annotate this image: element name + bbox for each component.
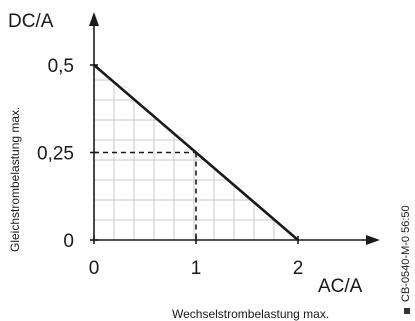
guide-layer: [94, 151, 197, 240]
y-tick-label: 0,5: [48, 56, 74, 77]
y-tick-label: 0,25: [37, 144, 74, 165]
y-axis-arrow-icon: [89, 12, 99, 26]
x-axis-arrow-icon: [366, 235, 380, 245]
series-layer: [93, 64, 299, 241]
x-tick-label: 1: [191, 258, 202, 279]
axes-layer: [89, 12, 380, 245]
x-tick-label: 0: [89, 258, 100, 279]
y-axis-title: Gleichstrombelastung max.: [8, 107, 22, 252]
y-unit-label: DC/A: [8, 11, 54, 32]
x-tick-label: 2: [293, 258, 304, 279]
y-tick-label: 0: [63, 231, 74, 252]
side-code-label: CB-0540-M-0 56:50: [400, 205, 412, 302]
x-axis-title: Wechselstrombelastung max.: [172, 307, 329, 321]
series-line: [93, 64, 299, 241]
x-unit-label: AC/A: [318, 276, 363, 297]
grid-layer: [94, 65, 298, 240]
tick-layer: 0 1 2 0 0,25 0,5: [37, 56, 303, 279]
corner-marker-icon: [404, 308, 410, 314]
